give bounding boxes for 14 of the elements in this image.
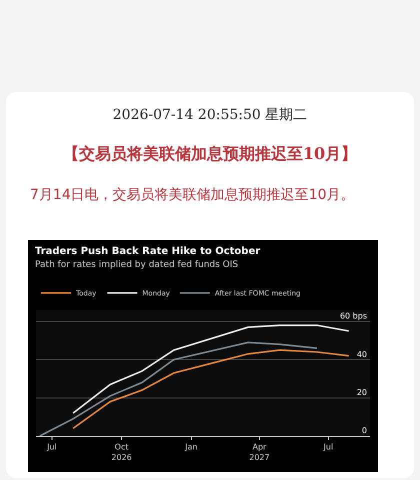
- text: 2026-07-14 20:55:50 星期二: [112, 106, 308, 124]
- x-tick-label: Jul: [322, 442, 334, 452]
- y-tick-label: 20: [356, 388, 367, 398]
- chart-title: Traders Push Back Rate Hike to October: [35, 246, 260, 257]
- text: 7月14日电，交易员将美联储加息预期推迟至10月。: [30, 186, 356, 205]
- x-tick-label: Oct 2026: [111, 442, 132, 462]
- x-tick-label: Jul: [46, 442, 57, 452]
- x-tick-label: Jan: [184, 442, 198, 452]
- chart-subtitle: Path for rates implied by dated fed funds OIS: [35, 260, 238, 270]
- y-tick-label: 60 bps: [340, 312, 367, 321]
- y-tick-label: 40: [356, 350, 367, 359]
- y-tick-label: 0: [362, 426, 367, 436]
- text: 【交易员将美联储加息预期推迟至10月】: [62, 144, 358, 165]
- x-tick-label: Apr 2027: [249, 442, 270, 462]
